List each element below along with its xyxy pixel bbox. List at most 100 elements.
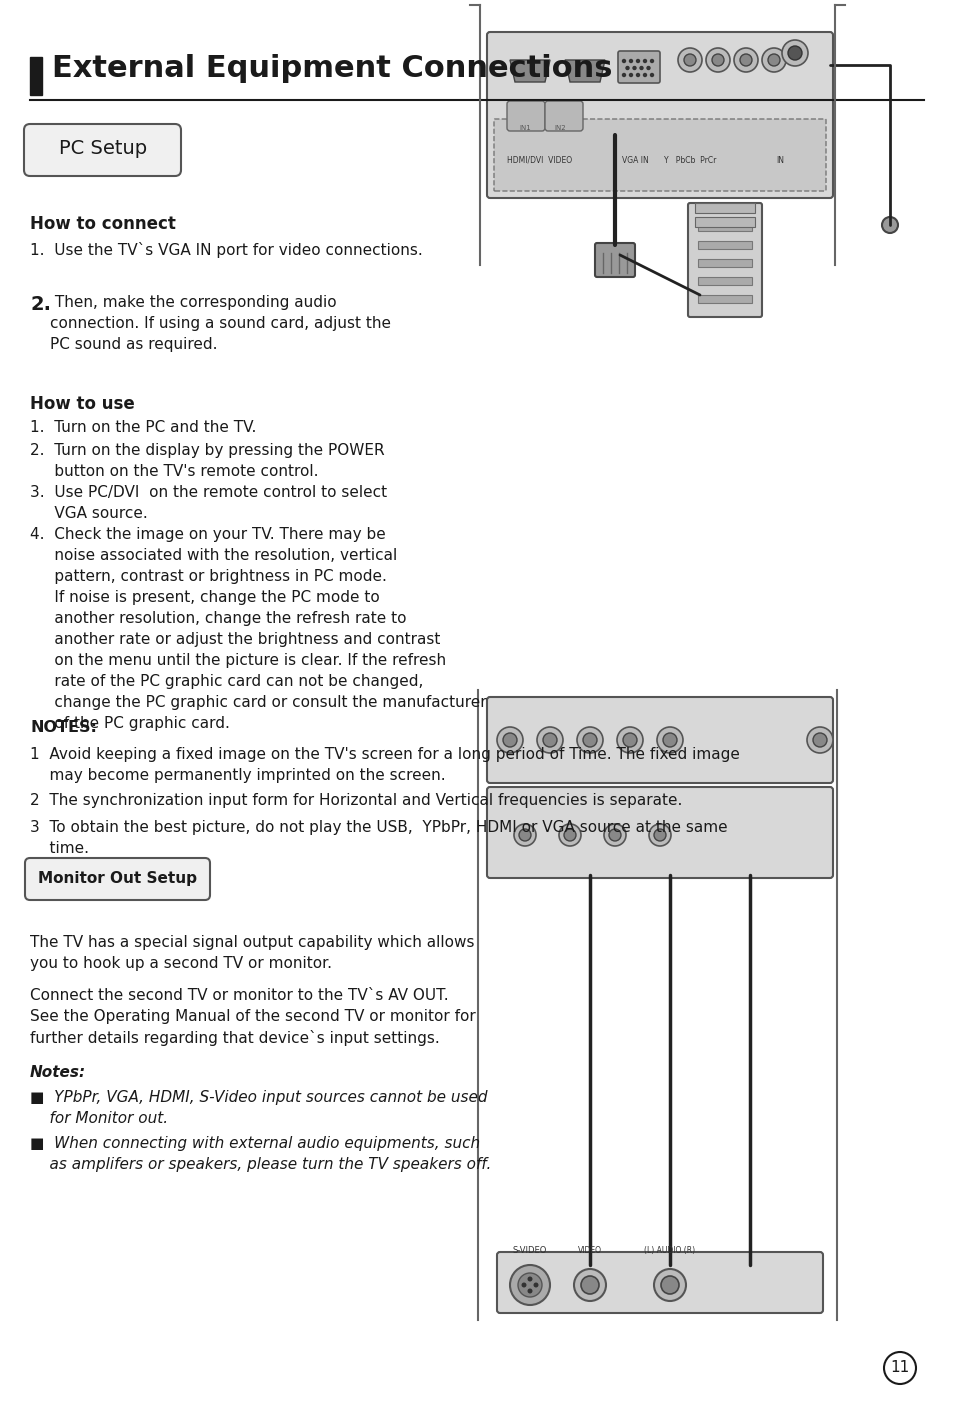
Text: The TV has a special signal output capability which allows
you to hook up a seco: The TV has a special signal output capab… [30, 934, 474, 971]
Circle shape [740, 55, 751, 66]
Text: How to use: How to use [30, 395, 134, 413]
FancyBboxPatch shape [544, 101, 582, 132]
Text: Connect the second TV or monitor to the TV`s AV OUT.
See the Operating Manual of: Connect the second TV or monitor to the … [30, 988, 476, 1047]
Circle shape [657, 727, 682, 752]
Text: IN1: IN1 [518, 125, 530, 132]
Circle shape [603, 824, 625, 846]
Circle shape [650, 73, 653, 77]
Bar [30, 57, 42, 95]
Circle shape [608, 829, 620, 841]
Text: How to connect: How to connect [30, 214, 175, 233]
Polygon shape [510, 60, 550, 83]
Circle shape [633, 66, 636, 70]
Circle shape [518, 829, 531, 841]
Circle shape [574, 1269, 605, 1302]
FancyBboxPatch shape [25, 857, 210, 899]
Text: Monitor Out Setup: Monitor Out Setup [37, 870, 196, 885]
Circle shape [533, 1282, 537, 1288]
Circle shape [761, 48, 785, 71]
Circle shape [502, 733, 517, 747]
Circle shape [711, 55, 723, 66]
Circle shape [705, 48, 729, 71]
Bar [695, 217, 754, 227]
Circle shape [580, 1276, 598, 1295]
Circle shape [625, 66, 628, 70]
Bar [695, 203, 754, 213]
FancyBboxPatch shape [486, 32, 832, 198]
Circle shape [643, 59, 646, 63]
Text: S-VIDEO: S-VIDEO [513, 1245, 547, 1255]
Text: (L) AUDIO (R): (L) AUDIO (R) [644, 1245, 695, 1255]
Text: PC Setup: PC Setup [59, 139, 147, 157]
Circle shape [643, 73, 646, 77]
Circle shape [629, 59, 632, 63]
Polygon shape [564, 60, 604, 83]
Bar [698, 277, 751, 284]
FancyBboxPatch shape [24, 125, 181, 177]
Circle shape [622, 733, 637, 747]
Circle shape [806, 727, 832, 752]
Circle shape [537, 727, 562, 752]
Text: VIDEO: VIDEO [578, 1245, 601, 1255]
Text: 1.  Use the TV`s VGA IN port for video connections.: 1. Use the TV`s VGA IN port for video co… [30, 242, 422, 258]
Text: 3.  Use PC/DVI  on the remote control to select
     VGA source.: 3. Use PC/DVI on the remote control to s… [30, 485, 387, 521]
Bar [698, 223, 751, 231]
Bar [698, 259, 751, 268]
FancyBboxPatch shape [618, 50, 659, 83]
Circle shape [622, 73, 625, 77]
Circle shape [582, 733, 597, 747]
Text: 2.  Turn on the display by pressing the POWER
     button on the TV's remote con: 2. Turn on the display by pressing the P… [30, 443, 384, 479]
Text: Notes:: Notes: [30, 1065, 86, 1080]
Text: 1.  Turn on the PC and the TV.: 1. Turn on the PC and the TV. [30, 420, 256, 434]
Circle shape [558, 824, 580, 846]
Text: ■  YPbPr, VGA, HDMI, S-Video input sources cannot be used
    for Monitor out.: ■ YPbPr, VGA, HDMI, S-Video input source… [30, 1090, 487, 1126]
Text: IN2: IN2 [554, 125, 565, 132]
Text: NOTES:: NOTES: [30, 720, 97, 736]
Circle shape [662, 733, 677, 747]
Circle shape [577, 727, 602, 752]
FancyBboxPatch shape [486, 787, 832, 878]
Circle shape [527, 1289, 532, 1293]
FancyBboxPatch shape [506, 101, 544, 132]
Circle shape [654, 829, 665, 841]
Circle shape [678, 48, 701, 71]
Circle shape [510, 1265, 550, 1304]
FancyBboxPatch shape [497, 1252, 822, 1313]
Text: 3  To obtain the best picture, do not play the USB,  YPbPr, HDMI or VGA source a: 3 To obtain the best picture, do not pla… [30, 820, 727, 856]
Text: Then, make the corresponding audio
connection. If using a sound card, adjust the: Then, make the corresponding audio conne… [50, 296, 391, 352]
Circle shape [882, 217, 897, 233]
Circle shape [517, 1274, 541, 1297]
Circle shape [521, 1282, 526, 1288]
Bar [698, 241, 751, 249]
Text: 1  Avoid keeping a fixed image on the TV's screen for a long period of Time. The: 1 Avoid keeping a fixed image on the TV'… [30, 747, 740, 783]
Circle shape [787, 46, 801, 60]
Circle shape [767, 55, 780, 66]
Circle shape [542, 733, 557, 747]
Circle shape [636, 59, 639, 63]
Circle shape [650, 59, 653, 63]
Circle shape [563, 829, 576, 841]
Circle shape [733, 48, 758, 71]
FancyBboxPatch shape [486, 698, 832, 783]
Text: IN: IN [775, 156, 783, 164]
Circle shape [683, 55, 696, 66]
Circle shape [527, 1276, 532, 1282]
Text: 11: 11 [889, 1360, 908, 1376]
Circle shape [622, 59, 625, 63]
Circle shape [648, 824, 670, 846]
Text: VGA IN: VGA IN [621, 156, 648, 164]
FancyBboxPatch shape [687, 203, 761, 317]
Circle shape [636, 73, 639, 77]
Circle shape [654, 1269, 685, 1302]
Circle shape [617, 727, 642, 752]
Text: External Equipment Connections: External Equipment Connections [52, 53, 612, 83]
Circle shape [497, 727, 522, 752]
Circle shape [629, 73, 632, 77]
Text: ■  When connecting with external audio equipments, such
    as amplifers or spea: ■ When connecting with external audio eq… [30, 1136, 491, 1173]
Circle shape [639, 66, 642, 70]
Circle shape [781, 41, 807, 66]
Text: 4.  Check the image on your TV. There may be
     noise associated with the reso: 4. Check the image on your TV. There may… [30, 527, 486, 731]
Bar [698, 296, 751, 303]
FancyBboxPatch shape [595, 242, 635, 277]
Text: Y   PbCb  PrCr: Y PbCb PrCr [663, 156, 716, 164]
